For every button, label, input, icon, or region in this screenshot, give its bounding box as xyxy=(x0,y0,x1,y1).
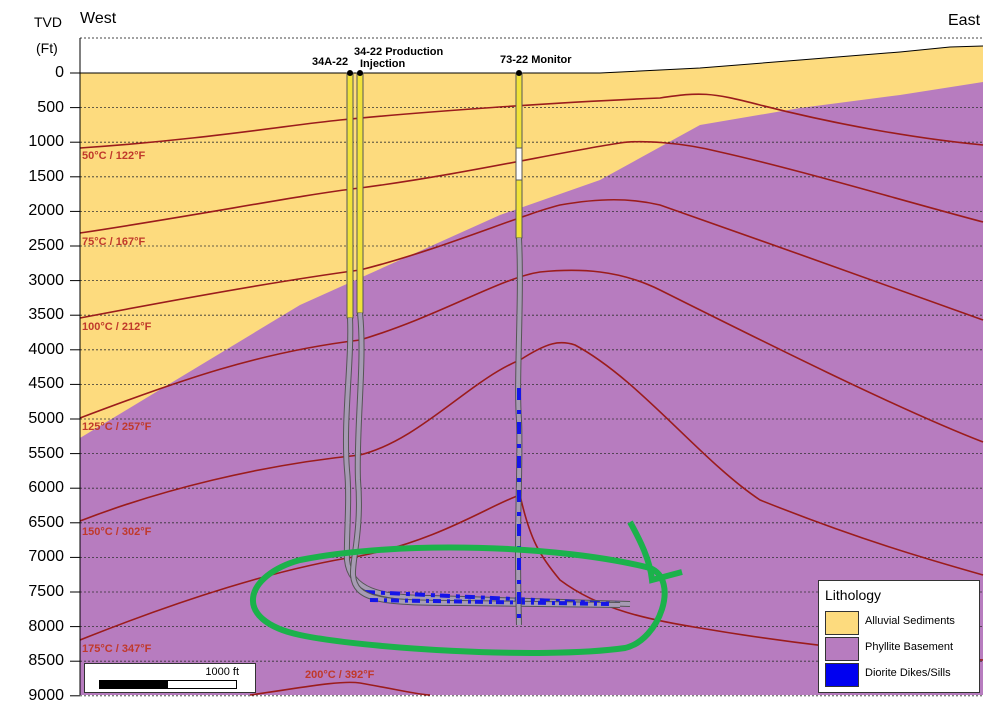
isotherm-curve-0 xyxy=(79,93,984,149)
y-tick-label: 2000 xyxy=(28,202,64,220)
axis-title-tvd: TVD xyxy=(34,14,62,30)
scale-bar-black-segment xyxy=(99,680,169,689)
legend-swatch-alluvial xyxy=(825,611,859,635)
legend-swatch-phyllite xyxy=(825,637,859,661)
isotherm-curve-4 xyxy=(79,341,984,576)
legend-label-alluvial: Alluvial Sediments xyxy=(865,615,955,627)
scale-bar-label: 1000 ft xyxy=(205,666,239,678)
y-tick-label: 3000 xyxy=(28,271,64,289)
direction-east: East xyxy=(948,12,981,29)
green-annotation-tail xyxy=(627,520,683,584)
well-label-34-22: 34-22 Production xyxy=(354,46,444,58)
y-tick-label: 5000 xyxy=(28,410,64,427)
legend-label-phyllite: Phyllite Basement xyxy=(865,641,954,653)
y-tick-label: 4000 xyxy=(28,340,64,358)
y-tick-label: 6500 xyxy=(28,513,64,531)
legend-title: Lithology xyxy=(825,587,882,603)
lithology-legend: Lithology Alluvial Sediments Phyllite Ba… xyxy=(818,580,980,693)
isotherm-curve-5 xyxy=(79,493,984,661)
scale-bar-white-segment xyxy=(167,680,237,689)
isotherm-label-50c: 50°C / 122°F xyxy=(82,150,146,162)
y-tick-label: 7500 xyxy=(28,583,64,600)
y-tick-label: 8500 xyxy=(28,652,64,670)
phyllite-basement-layer xyxy=(80,82,983,695)
legend-swatch-diorite xyxy=(825,663,859,687)
legend-item-phyllite: Phyllite Basement xyxy=(825,637,975,661)
y-tick-label: 500 xyxy=(37,98,64,116)
isotherm-curve-3 xyxy=(79,269,984,443)
isotherm-curve-6 xyxy=(249,681,431,696)
isotherm-lines xyxy=(79,93,984,696)
well-label-73-22: 73-22 Monitor xyxy=(500,54,572,66)
isotherm-label-200c: 200°C / 392°F xyxy=(305,669,375,681)
y-tick-label: 6000 xyxy=(28,479,64,497)
y-tick-label: 0 xyxy=(55,64,64,81)
isotherm-label-75c: 75°C / 167°F xyxy=(82,236,146,248)
well-34-22 xyxy=(349,70,621,608)
y-tick-label: 9000 xyxy=(28,686,64,704)
isotherm-label-100c: 100°C / 212°F xyxy=(82,321,152,333)
ground-surface xyxy=(80,45,984,74)
legend-label-diorite: Diorite Dikes/Sills xyxy=(865,667,951,679)
axis-title-unit: (Ft) xyxy=(36,40,58,56)
well-34a-22 xyxy=(342,70,631,607)
well-label-injection: Injection xyxy=(360,58,406,70)
y-tick-label: 5500 xyxy=(28,444,64,462)
scale-bar: 1000 ft xyxy=(84,663,256,693)
y-tick-label: 1000 xyxy=(28,133,64,151)
y-tick-label: 4500 xyxy=(28,375,64,393)
isotherm-label-175c: 175°C / 347°F xyxy=(82,643,152,655)
isotherm-curve-1 xyxy=(79,140,984,234)
well-label-34a-22: 34A-22 xyxy=(312,56,349,68)
isotherm-label-150c: 150°C / 302°F xyxy=(82,526,152,538)
isotherm-curve-2 xyxy=(79,198,984,321)
isotherm-label-125c: 125°C / 257°F xyxy=(82,421,152,433)
y-tick-label: 2500 xyxy=(28,237,64,254)
direction-west: West xyxy=(80,10,117,27)
legend-item-alluvial: Alluvial Sediments xyxy=(825,611,975,635)
well-73-22 xyxy=(515,70,523,626)
y-tick-label: 3500 xyxy=(28,306,64,324)
y-tick-label: 1500 xyxy=(28,167,64,185)
y-tick-label: 7000 xyxy=(28,548,64,566)
y-tick-label: 8000 xyxy=(28,617,64,635)
legend-item-diorite: Diorite Dikes/Sills xyxy=(825,663,975,687)
green-annotation-loop xyxy=(250,544,668,656)
